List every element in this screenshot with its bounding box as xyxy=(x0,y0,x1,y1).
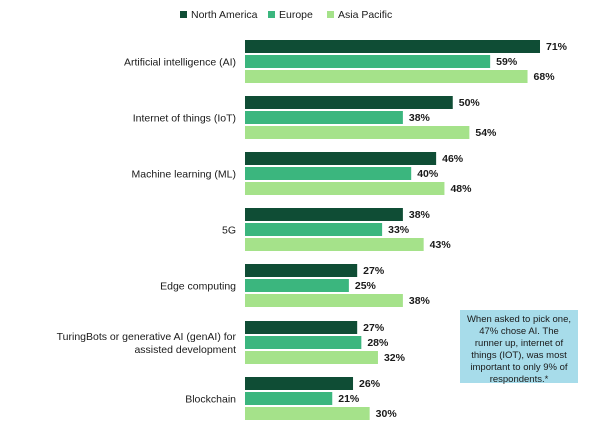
data-label: 38% xyxy=(409,112,431,124)
data-label: 38% xyxy=(409,295,431,307)
bar xyxy=(245,279,349,292)
bar xyxy=(245,264,358,277)
category-label: 5G xyxy=(222,225,236,237)
category-label: Edge computing xyxy=(160,281,236,293)
data-label: 48% xyxy=(450,183,472,195)
category-label: Blockchain xyxy=(185,394,236,406)
bar xyxy=(245,321,358,334)
data-label: 43% xyxy=(430,239,452,251)
data-label: 27% xyxy=(363,265,385,277)
bar-group: Blockchain 26% 21% 30% xyxy=(185,377,397,420)
bar xyxy=(245,40,541,53)
bar-group: Machine learning (ML) 46%40% 48% xyxy=(132,152,472,195)
bar xyxy=(245,55,491,68)
data-label: 21% xyxy=(338,393,360,405)
bar xyxy=(245,223,383,236)
bar xyxy=(245,377,354,390)
bar xyxy=(245,336,362,349)
bar xyxy=(245,182,445,195)
bar xyxy=(245,407,370,420)
category-label: TuringBots or generative AI (genAI) for a… xyxy=(57,331,237,356)
data-label: 26% xyxy=(359,378,381,390)
legend-swatch xyxy=(268,11,275,18)
bar xyxy=(245,111,403,124)
data-label: 33% xyxy=(388,224,410,236)
bar-group: Edge computing 27% 25% 38% xyxy=(160,264,431,307)
data-label: 27% xyxy=(363,322,385,334)
bar-group: Internet of things (IoT) 50% 38% 54% xyxy=(133,96,497,139)
data-label: 68% xyxy=(534,71,556,83)
data-label: 59% xyxy=(496,56,518,68)
legend-label: Europe xyxy=(279,9,313,21)
bar xyxy=(245,294,403,307)
bar xyxy=(245,126,470,139)
data-label: 54% xyxy=(475,127,497,139)
bar xyxy=(245,351,378,364)
legend: North America Europe Asia Pacific xyxy=(180,9,392,21)
category-label: Artificial intelligence (AI) xyxy=(124,57,236,69)
legend-swatch xyxy=(327,11,334,18)
bar xyxy=(245,96,453,109)
data-label: 30% xyxy=(376,408,398,420)
legend-label: Asia Pacific xyxy=(338,9,392,21)
data-label: 46% xyxy=(442,153,464,165)
bar xyxy=(245,238,424,251)
data-label: 25% xyxy=(355,280,377,292)
category-label: Internet of things (IoT) xyxy=(133,113,236,125)
bar-group: 5G 38% 33% 43% xyxy=(222,208,451,251)
data-label: 38% xyxy=(409,209,431,221)
bar-group: Artificial intelligence (AI) 71% 59% 68% xyxy=(124,40,568,83)
bar xyxy=(245,392,333,405)
bar xyxy=(245,152,437,165)
legend-label: North America xyxy=(191,9,258,21)
bar-groups: Artificial intelligence (AI) 71% 59% 68% Int… xyxy=(57,40,568,420)
data-label: 32% xyxy=(384,352,406,364)
bar xyxy=(245,70,528,83)
data-label: 50% xyxy=(459,97,481,109)
bar xyxy=(245,208,403,221)
data-label: 71% xyxy=(546,41,568,53)
category-label: Machine learning (ML) xyxy=(132,169,236,181)
bar xyxy=(245,167,412,180)
annotation-callout: When asked to pick one, 47% chose AI. Th… xyxy=(460,310,578,385)
data-label: 28% xyxy=(367,337,389,349)
data-label: 40% xyxy=(417,168,439,180)
bar-group: TuringBots or generative AI (genAI) for a… xyxy=(57,321,406,364)
legend-swatch xyxy=(180,11,187,18)
